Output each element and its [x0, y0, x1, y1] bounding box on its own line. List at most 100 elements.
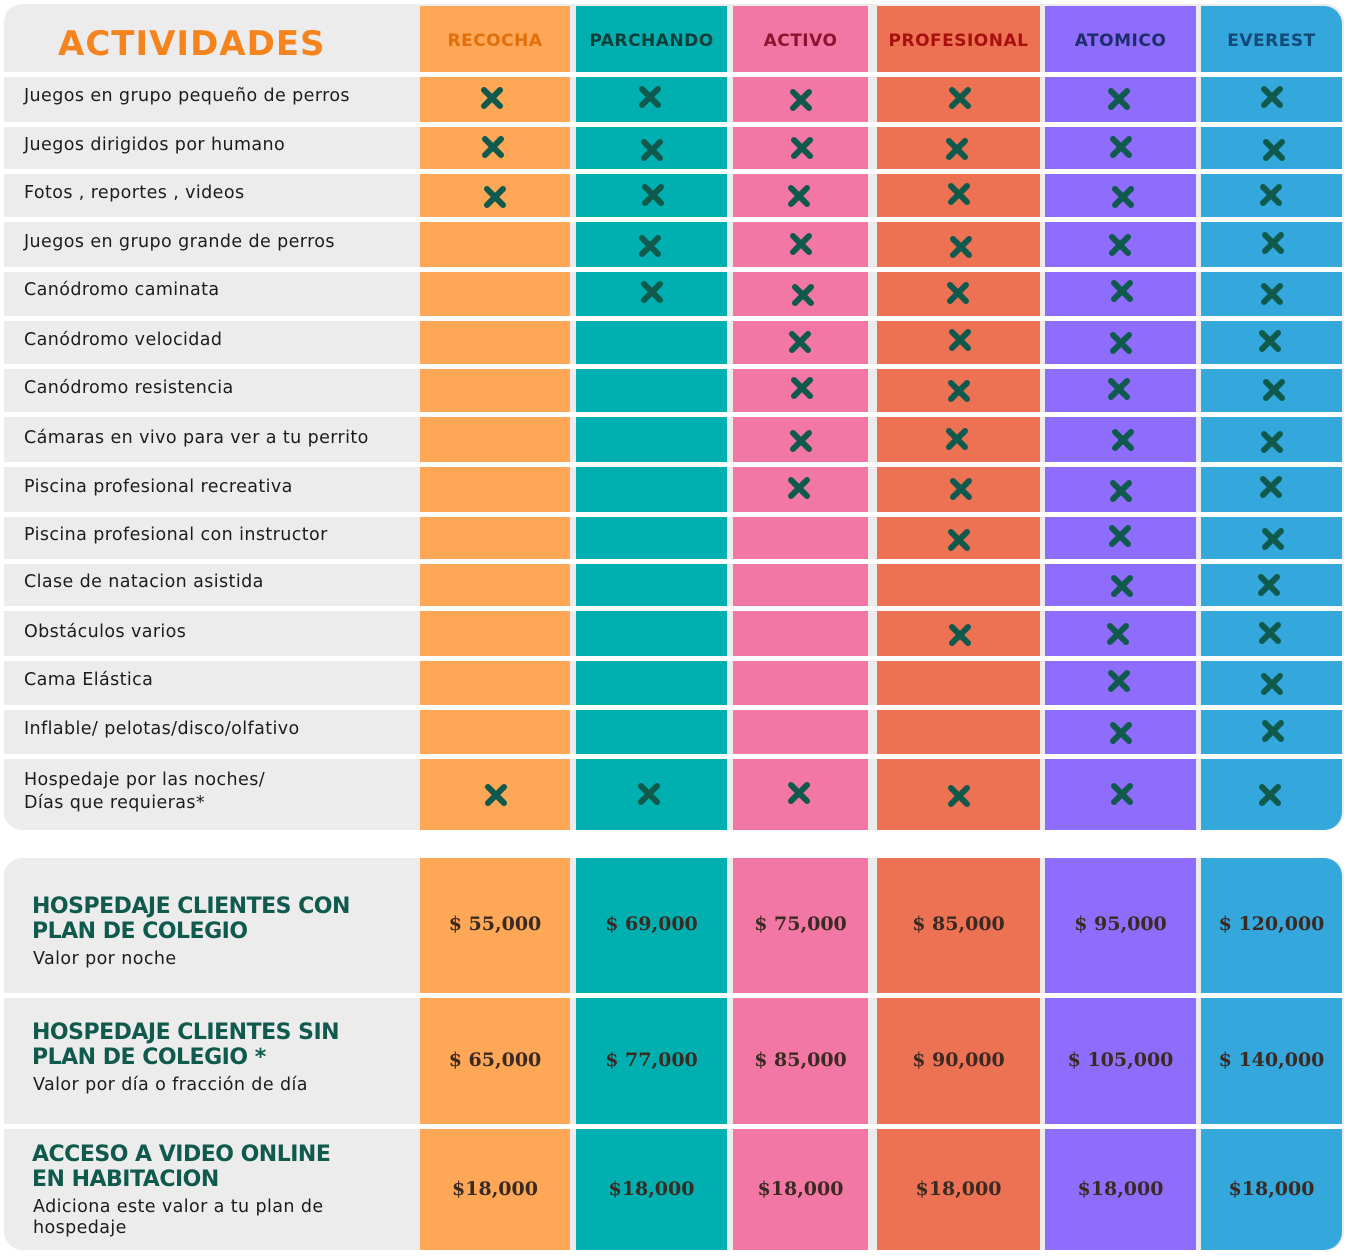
row-divider — [4, 169, 1344, 174]
x-mark-icon — [1106, 376, 1132, 402]
x-mark-icon — [1108, 330, 1134, 356]
x-mark-icon — [947, 622, 973, 648]
x-mark-icon — [1259, 429, 1285, 455]
row-divider — [4, 462, 1344, 467]
plan-column-price-activo — [733, 858, 868, 1250]
x-mark-icon — [1261, 377, 1287, 403]
x-mark-icon — [788, 87, 814, 113]
x-mark-icon — [786, 183, 812, 209]
x-mark-icon — [1107, 232, 1133, 258]
x-mark-icon — [1257, 328, 1283, 354]
x-mark-icon — [1110, 427, 1136, 453]
x-mark-icon — [947, 327, 973, 353]
x-mark-icon — [946, 378, 972, 404]
plan-column-price-parchando — [576, 858, 727, 1250]
row-divider — [4, 72, 1344, 77]
pricing-title: ACCESO A VIDEO ONLINE EN HABITACION — [32, 1142, 331, 1192]
price-value: $ 85,000 — [754, 1049, 847, 1071]
x-mark-icon — [480, 134, 506, 160]
activity-label: Hospedaje por las noches/Días que requie… — [24, 770, 266, 813]
x-mark-icon — [946, 783, 972, 809]
x-mark-icon — [479, 85, 505, 111]
plan-column-parchando — [576, 6, 727, 830]
plan-header-parchando: PARCHANDO — [589, 31, 714, 51]
plan-header-recocha: RECOCHA — [447, 31, 543, 51]
x-mark-icon — [1106, 86, 1132, 112]
x-mark-icon — [786, 475, 812, 501]
plan-column-price-everest — [1201, 858, 1342, 1250]
x-mark-icon — [789, 375, 815, 401]
x-mark-icon — [948, 476, 974, 502]
x-mark-icon — [946, 527, 972, 553]
price-value: $ 85,000 — [912, 913, 1005, 935]
x-mark-icon — [1259, 671, 1285, 697]
row-divider — [4, 559, 1344, 564]
price-value: $18,000 — [608, 1178, 695, 1200]
pricing-title: HOSPEDAJE CLIENTES CON PLAN DE COLEGIO — [32, 894, 350, 944]
activity-label: Juegos dirigidos por humano — [24, 135, 286, 155]
x-mark-icon — [787, 329, 813, 355]
row-divider — [4, 512, 1344, 517]
x-mark-icon — [1105, 621, 1131, 647]
x-mark-icon — [1109, 573, 1135, 599]
x-mark-icon — [786, 780, 812, 806]
activity-label: Piscina profesional con instructor — [24, 525, 328, 545]
x-mark-icon — [1260, 230, 1286, 256]
row-divider — [4, 705, 1344, 710]
x-mark-icon — [636, 781, 662, 807]
x-mark-icon — [1108, 720, 1134, 746]
row-divider — [4, 316, 1344, 321]
activity-label: Juegos en grupo pequeño de perros — [24, 85, 350, 106]
plan-column-price-recocha — [420, 858, 570, 1250]
pricing-subtitle: Adiciona este valor a tu plan de hospedaj… — [33, 1197, 324, 1238]
x-mark-icon — [639, 137, 665, 163]
row-divider — [4, 217, 1344, 222]
x-mark-icon — [1107, 523, 1133, 549]
row-divider — [4, 364, 1344, 369]
price-value: $18,000 — [757, 1178, 844, 1200]
price-value: $ 140,000 — [1218, 1049, 1325, 1071]
row-divider — [4, 656, 1344, 661]
price-value: $ 75,000 — [754, 913, 847, 935]
x-mark-icon — [1258, 474, 1284, 500]
x-mark-icon — [1110, 184, 1136, 210]
activity-label: Juegos en grupo grande de perros — [24, 232, 335, 252]
pricing-subtitle: Valor por día o fracción de día — [33, 1075, 308, 1095]
activity-label: Piscina profesional recreativa — [24, 476, 293, 497]
x-mark-icon — [947, 85, 973, 111]
x-mark-icon — [1261, 137, 1287, 163]
x-mark-icon — [1109, 278, 1135, 304]
row-divider — [4, 122, 1344, 127]
x-mark-icon — [483, 782, 509, 808]
row-divider — [4, 412, 1344, 417]
price-value: $18,000 — [452, 1178, 538, 1200]
x-mark-icon — [948, 234, 974, 260]
plan-header-profesional: PROFESIONAL — [888, 31, 1029, 51]
x-mark-icon — [789, 135, 815, 161]
price-value: $ 77,000 — [605, 1049, 698, 1071]
plan-header-everest: EVEREST — [1227, 31, 1316, 51]
x-mark-icon — [637, 233, 663, 259]
x-mark-icon — [945, 280, 971, 306]
price-value: $ 105,000 — [1067, 1049, 1174, 1071]
x-mark-icon — [1109, 781, 1135, 807]
plan-column-price-atomico — [1045, 858, 1196, 1250]
activity-label: Inflable/ pelotas/disco/olfativo — [24, 718, 300, 739]
price-value: $ 65,000 — [448, 1049, 542, 1071]
x-mark-icon — [640, 182, 666, 208]
price-value: $ 95,000 — [1074, 913, 1167, 935]
x-mark-icon — [637, 84, 663, 110]
activity-label: Canódromo velocidad — [24, 329, 223, 350]
x-mark-icon — [1260, 718, 1286, 744]
pricing-subtitle: Valor por noche — [33, 949, 177, 969]
activity-label: Fotos , reportes , videos — [24, 182, 245, 203]
price-value: $ 90,000 — [912, 1049, 1005, 1071]
activity-label: Cama Elástica — [24, 669, 154, 690]
activity-label: Obstáculos varios — [24, 621, 187, 642]
price-value: $ 69,000 — [605, 913, 698, 935]
pricing-title: HOSPEDAJE CLIENTES SIN PLAN DE COLEGIO * — [32, 1020, 340, 1070]
activity-label: Cámaras en vivo para ver a tu perrito — [24, 427, 369, 448]
x-mark-icon — [1108, 478, 1134, 504]
x-mark-icon — [1257, 782, 1283, 808]
row-divider — [4, 267, 1344, 272]
